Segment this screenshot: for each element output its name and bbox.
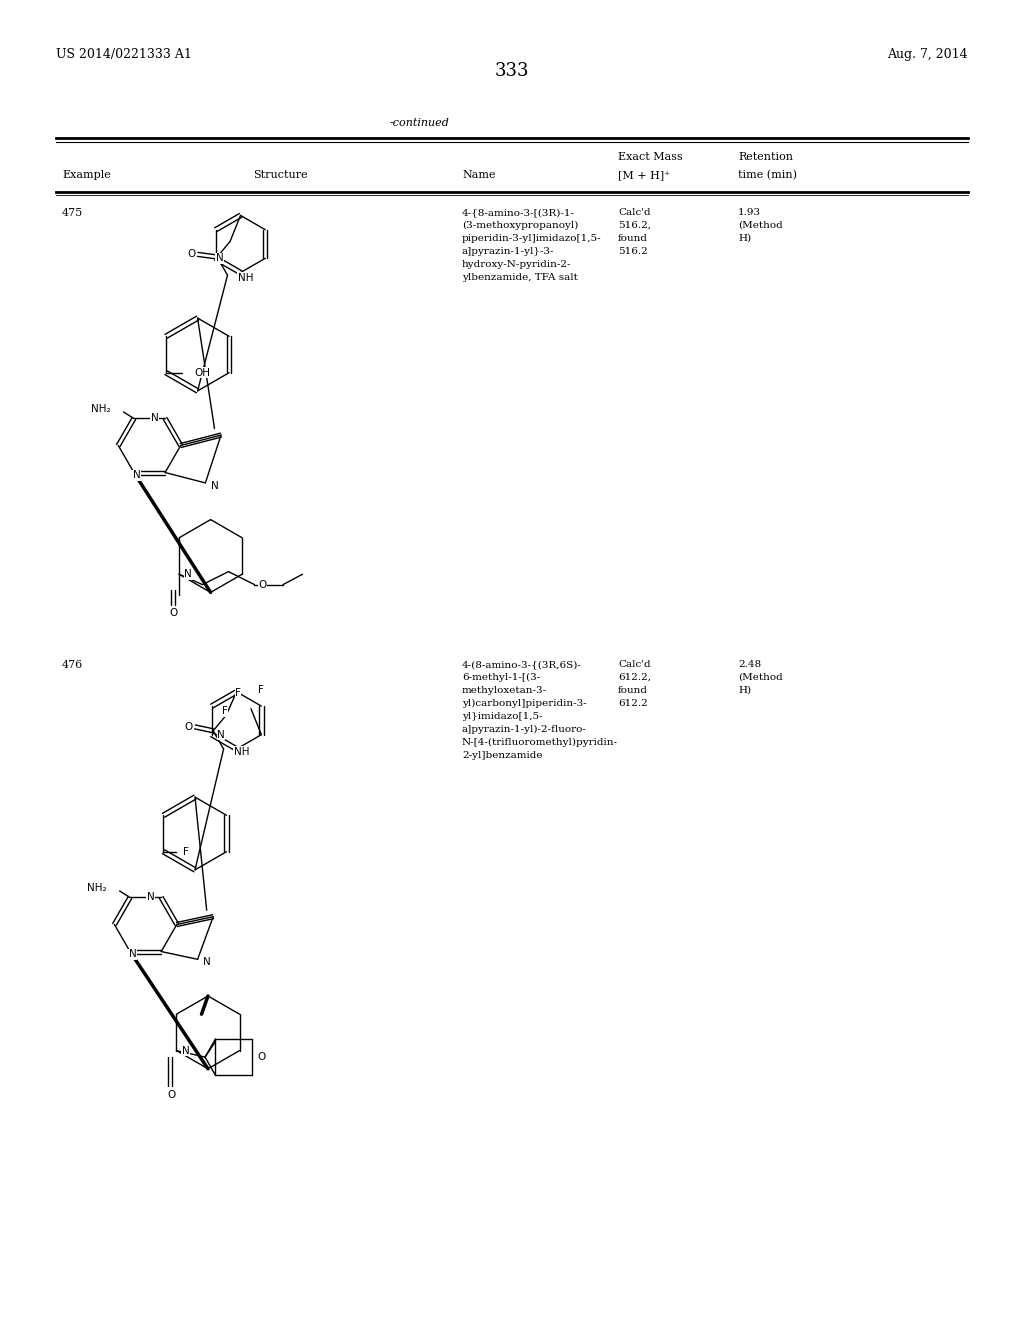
Text: US 2014/0221333 A1: US 2014/0221333 A1 [56, 48, 191, 61]
Text: Calc'd: Calc'd [618, 209, 650, 216]
Text: N: N [151, 413, 159, 424]
Text: a]pyrazin-1-yl}-3-: a]pyrazin-1-yl}-3- [462, 247, 555, 256]
Text: yl)carbonyl]piperidin-3-: yl)carbonyl]piperidin-3- [462, 700, 587, 708]
Text: O: O [170, 609, 178, 618]
Text: O: O [257, 1052, 265, 1063]
Text: NH₂: NH₂ [87, 883, 106, 894]
Text: yl}imidazo[1,5-: yl}imidazo[1,5- [462, 711, 543, 721]
Text: ylbenzamide, TFA salt: ylbenzamide, TFA salt [462, 273, 578, 282]
Text: Retention: Retention [738, 152, 793, 162]
Text: F: F [183, 846, 188, 857]
Text: hydroxy-N-pyridin-2-: hydroxy-N-pyridin-2- [462, 260, 571, 269]
Text: N: N [217, 730, 225, 739]
Text: 6-methyl-1-[(3-: 6-methyl-1-[(3- [462, 673, 541, 682]
Text: 475: 475 [62, 209, 83, 218]
Text: [M + H]⁺: [M + H]⁺ [618, 170, 670, 180]
Text: N-[4-(trifluoromethyl)pyridin-: N-[4-(trifluoromethyl)pyridin- [462, 738, 618, 747]
Text: F: F [221, 706, 227, 717]
Text: piperidin-3-yl]imidazo[1,5-: piperidin-3-yl]imidazo[1,5- [462, 234, 602, 243]
Text: (Method: (Method [738, 673, 782, 682]
Text: 1.93: 1.93 [738, 209, 761, 216]
Text: NH: NH [238, 273, 253, 282]
Text: time (min): time (min) [738, 170, 797, 181]
Text: found: found [618, 234, 648, 243]
Text: 2-yl]benzamide: 2-yl]benzamide [462, 751, 543, 760]
Text: O: O [258, 579, 266, 590]
Text: N: N [216, 253, 223, 263]
Text: O: O [167, 1090, 175, 1100]
Text: found: found [618, 686, 648, 696]
Text: Exact Mass: Exact Mass [618, 152, 683, 162]
Text: Aug. 7, 2014: Aug. 7, 2014 [888, 48, 968, 61]
Text: a]pyrazin-1-yl)-2-fluoro-: a]pyrazin-1-yl)-2-fluoro- [462, 725, 587, 734]
Text: OH: OH [195, 368, 211, 378]
Text: Example: Example [62, 170, 111, 180]
Text: N: N [147, 892, 155, 903]
Text: NH₂: NH₂ [91, 404, 111, 414]
Text: H): H) [738, 686, 752, 696]
Text: O: O [184, 722, 193, 731]
Text: H): H) [738, 234, 752, 243]
Text: 4-{8-amino-3-[(3R)-1-: 4-{8-amino-3-[(3R)-1- [462, 209, 575, 216]
Text: Structure: Structure [253, 170, 307, 180]
Text: (3-methoxypropanoyl): (3-methoxypropanoyl) [462, 220, 579, 230]
Text: F: F [236, 688, 241, 698]
Text: 612.2: 612.2 [618, 700, 648, 708]
Text: 476: 476 [62, 660, 83, 671]
Text: (Method: (Method [738, 220, 782, 230]
Text: -continued: -continued [390, 117, 450, 128]
Text: Name: Name [462, 170, 496, 180]
Text: N: N [211, 480, 218, 491]
Text: NH: NH [234, 747, 250, 756]
Text: 2.48: 2.48 [738, 660, 761, 669]
Text: Calc'd: Calc'd [618, 660, 650, 669]
Text: N: N [129, 949, 136, 960]
Text: N: N [181, 1045, 189, 1056]
Text: F: F [258, 685, 264, 696]
Text: O: O [187, 249, 196, 260]
Text: 4-(8-amino-3-{(3R,6S)-: 4-(8-amino-3-{(3R,6S)- [462, 660, 582, 669]
Text: methyloxetan-3-: methyloxetan-3- [462, 686, 547, 696]
Text: 516.2: 516.2 [618, 247, 648, 256]
Text: N: N [133, 470, 140, 480]
Text: 516.2,: 516.2, [618, 220, 651, 230]
Text: N: N [184, 569, 193, 579]
Text: 333: 333 [495, 62, 529, 81]
Text: N: N [203, 957, 211, 968]
Text: 612.2,: 612.2, [618, 673, 651, 682]
